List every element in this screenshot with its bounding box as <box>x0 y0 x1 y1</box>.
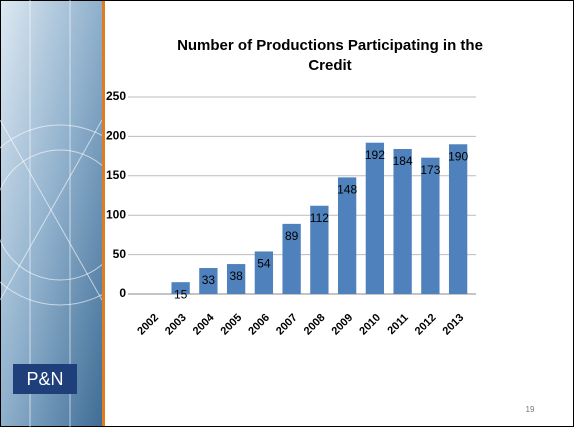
orange-rule <box>102 1 105 426</box>
data-label: 54 <box>257 257 271 271</box>
data-label: 33 <box>202 273 216 287</box>
y-tick-label: 50 <box>113 247 127 261</box>
data-label: 112 <box>310 211 329 225</box>
y-tick-label: 0 <box>119 286 126 300</box>
bar <box>310 205 329 294</box>
bar <box>421 157 440 294</box>
bar <box>199 267 218 294</box>
page-number: 19 <box>526 405 535 414</box>
data-label: 38 <box>229 269 243 283</box>
bar <box>337 177 357 294</box>
bar <box>393 149 412 294</box>
chart-title: Number of Productions Participating in t… <box>177 37 483 74</box>
y-tick-label: 250 <box>106 89 126 103</box>
data-label: 89 <box>285 229 299 243</box>
y-tick-label: 150 <box>106 168 126 182</box>
logo: P&N <box>26 369 63 389</box>
decor-strip <box>1 1 102 426</box>
data-label: 173 <box>420 163 440 177</box>
y-tick-label: 200 <box>106 129 126 143</box>
bar <box>254 251 274 294</box>
bar <box>226 264 246 294</box>
bar <box>365 142 385 294</box>
data-label: 190 <box>448 149 468 163</box>
data-label: 148 <box>337 183 357 197</box>
bar <box>171 282 190 294</box>
bar <box>448 144 468 294</box>
data-label: 192 <box>365 148 385 162</box>
bar <box>282 223 301 294</box>
logo-box <box>13 364 77 394</box>
y-tick-label: 100 <box>106 207 126 221</box>
data-label: 184 <box>393 154 413 168</box>
data-label: 15 <box>174 287 188 301</box>
